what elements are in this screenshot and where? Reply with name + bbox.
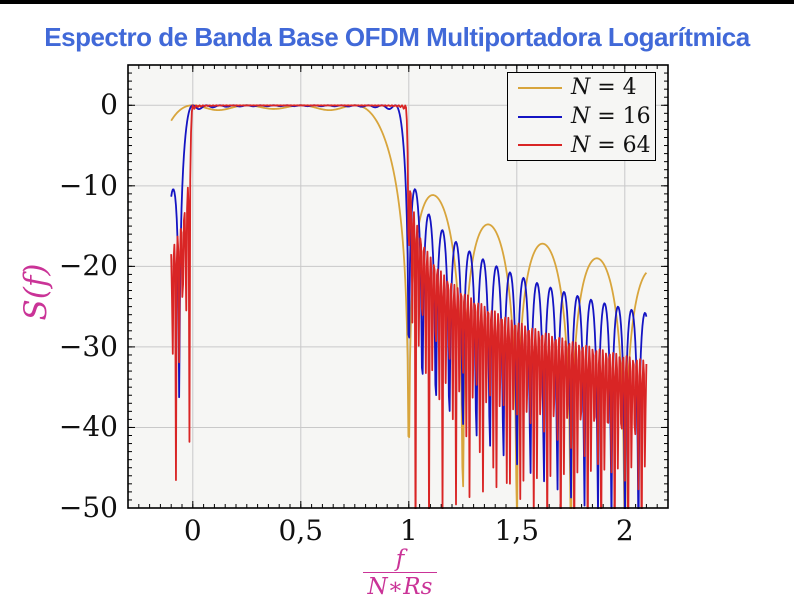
legend-item-n16: N = 16 — [508, 103, 655, 131]
plot-frame — [127, 64, 669, 509]
legend-item-n4: N = 4 — [508, 74, 655, 102]
legend-swatch-n16 — [518, 115, 562, 118]
legend-swatch-n64 — [518, 144, 562, 147]
page-title: Espectro de Banda Base OFDM Multiportado… — [44, 22, 750, 53]
series-line-n64 — [170, 104, 648, 509]
legend-label-n4: N = 4 — [571, 75, 637, 101]
legend-item-n64: N = 64 — [508, 131, 655, 159]
window-top-edge — [0, 0, 794, 4]
legend-label-n16: N = 16 — [571, 104, 651, 129]
legend: N = 4 N = 16 N = 64 — [507, 72, 656, 161]
legend-swatch-n4 — [518, 86, 562, 89]
legend-label-n64: N = 64 — [571, 132, 651, 158]
series-curves — [170, 104, 648, 509]
